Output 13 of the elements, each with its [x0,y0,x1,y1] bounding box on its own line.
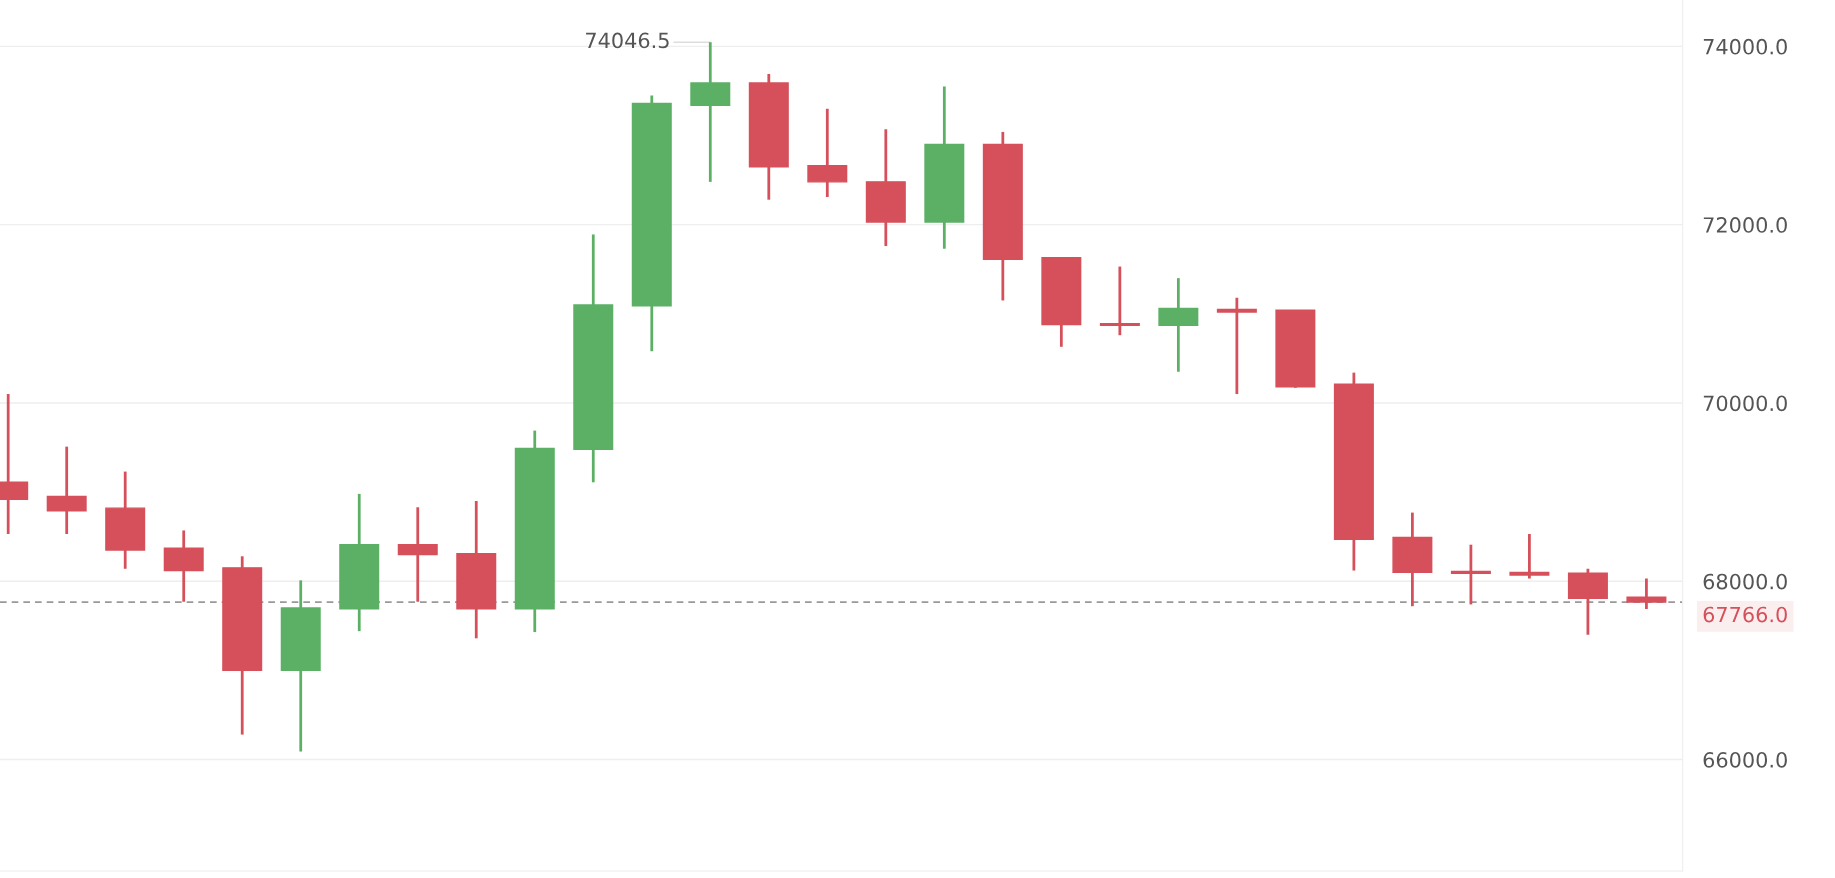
candlestick [1509,532,1550,580]
y-tick-label: 72000.0 [1703,217,1787,233]
y-tick-label: 66000.0 [1703,751,1787,768]
y-tick-label: 74000.0 [1703,38,1787,55]
candlestick [397,505,438,604]
ref-line-label: 67766.0 [1703,606,1787,623]
candlestick [1216,296,1257,396]
y-tick-label: 70000.0 [1703,395,1787,412]
annotation: 74046.5 [586,32,669,49]
candlestick [1450,543,1491,606]
y-tick-label: 68000.0 [1703,573,1787,590]
candlestick [1099,265,1140,337]
candlestick [1626,577,1667,611]
